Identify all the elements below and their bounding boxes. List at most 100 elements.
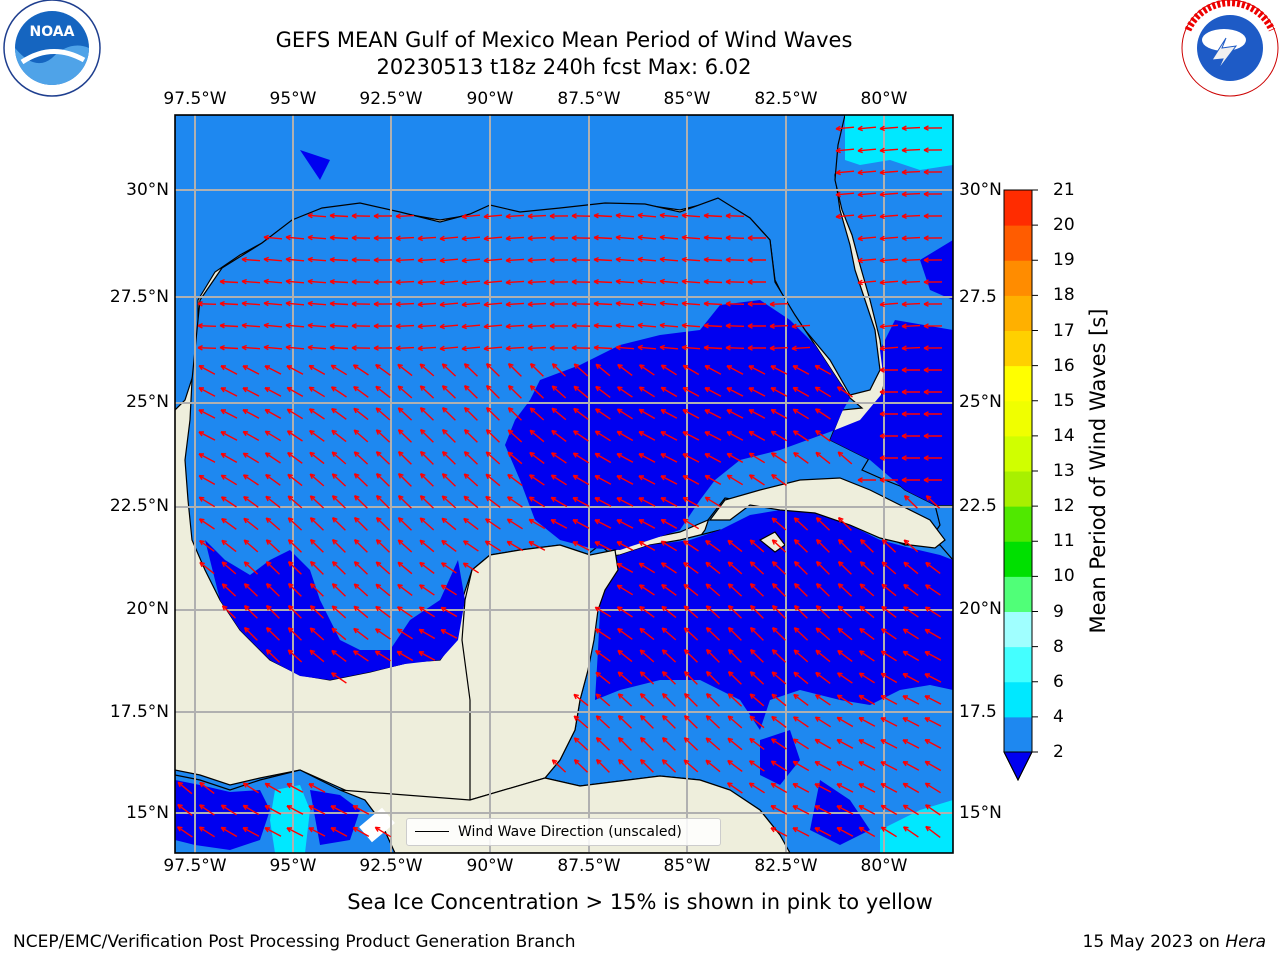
wave-direction-arrowhead	[286, 783, 293, 789]
wave-direction-arrow	[439, 302, 459, 306]
wave-direction-arrowhead	[879, 169, 885, 176]
wave-direction-arrow	[241, 324, 261, 328]
wave-direction-arrowhead	[484, 518, 491, 524]
wave-direction-arrow	[286, 408, 304, 420]
colorbar-tick-label: 21	[1053, 180, 1075, 200]
wave-direction-arrow	[659, 258, 679, 262]
wave-direction-arrow	[485, 451, 501, 465]
wave-direction-arrow	[901, 126, 921, 130]
wave-direction-arrow	[616, 562, 634, 574]
colorbar-segment	[1004, 295, 1032, 331]
wave-direction-arrow	[705, 583, 721, 597]
wave-direction-arrowhead	[397, 407, 404, 413]
wave-direction-arrowhead	[748, 409, 755, 415]
wave-direction-arrow	[925, 606, 941, 618]
wave-direction-arrow	[814, 386, 832, 398]
sea-ice-note: Sea Ice Concentration > 15% is shown in …	[347, 890, 933, 914]
wave-direction-arrowhead	[573, 737, 580, 743]
wave-direction-arrow	[748, 430, 766, 442]
wave-direction-arrowhead	[440, 584, 447, 590]
wave-direction-arrow	[573, 715, 589, 729]
wave-direction-arrow	[660, 497, 678, 507]
wave-direction-arrow	[638, 453, 656, 463]
wave-direction-arrowhead	[815, 517, 822, 523]
wave-direction-arrowhead	[241, 322, 247, 329]
wave-direction-arrow	[441, 495, 457, 509]
wave-direction-arrowhead	[463, 473, 470, 479]
wave-direction-arrowhead	[505, 279, 511, 286]
wave-direction-arrowhead	[505, 345, 511, 352]
wave-direction-arrowhead	[483, 345, 489, 352]
wave-direction-arrowhead	[749, 561, 756, 567]
wave-direction-arrowhead	[901, 323, 907, 330]
wave-direction-arrowhead	[659, 344, 665, 351]
wave-direction-arrowhead	[595, 737, 602, 743]
wave-direction-arrow	[197, 303, 217, 305]
wave-direction-arrowhead	[395, 235, 401, 242]
mid-period-region-pacific	[270, 785, 310, 853]
legend-label: Wind Wave Direction (unscaled)	[458, 824, 682, 840]
wave-direction-arrowhead	[682, 496, 689, 503]
wave-direction-arrowhead	[901, 257, 907, 264]
wave-direction-arrow	[263, 236, 283, 240]
lon-tick-bottom: 82.5°W	[754, 856, 818, 876]
wave-direction-arrowhead	[397, 385, 404, 391]
wave-direction-arrow	[704, 474, 722, 486]
wave-direction-arrowhead	[417, 257, 423, 264]
colorbar-extend-arrow	[1003, 751, 1033, 782]
wave-direction-arrowhead	[242, 804, 249, 810]
wave-direction-arrowhead	[749, 715, 756, 722]
wave-direction-arrowhead	[902, 717, 909, 723]
wave-direction-arrowhead	[573, 759, 580, 765]
wave-direction-arrow	[815, 649, 831, 663]
wave-direction-arrow	[330, 805, 348, 815]
wave-direction-arrowhead	[771, 604, 778, 611]
wave-direction-arrow	[551, 385, 567, 399]
wave-direction-arrowhead	[815, 451, 821, 458]
wave-direction-arrow	[681, 258, 701, 262]
wave-direction-arrowhead	[572, 497, 579, 503]
wave-direction-arrowhead	[924, 606, 931, 612]
masked-area	[359, 807, 395, 843]
wave-direction-arrow	[198, 431, 216, 441]
wave-direction-arrowhead	[485, 407, 492, 413]
wave-direction-arrowhead	[308, 408, 315, 414]
wave-direction-arrow	[857, 126, 877, 130]
wave-direction-arrow	[925, 584, 941, 596]
wave-direction-arrow	[463, 562, 479, 574]
wave-direction-arrowhead	[749, 671, 756, 677]
wave-direction-arrowhead	[835, 213, 841, 220]
wave-direction-arrowhead	[793, 627, 800, 633]
wave-direction-arrowhead	[725, 235, 731, 241]
wave-direction-arrowhead	[375, 605, 381, 612]
colorbar-segment	[1004, 225, 1032, 261]
wave-direction-arrow	[354, 561, 368, 575]
wave-direction-arrow	[835, 148, 855, 152]
wave-direction-arrowhead	[924, 782, 931, 788]
wave-direction-arrow	[616, 541, 634, 551]
wave-direction-arrowhead	[792, 738, 799, 744]
wave-direction-arrowhead	[638, 453, 645, 459]
wave-direction-arrowhead	[703, 278, 709, 285]
wave-direction-arrowhead	[461, 257, 467, 264]
wave-direction-arrow	[660, 518, 678, 530]
wave-direction-arrow	[594, 606, 612, 618]
wave-direction-arrow	[750, 649, 764, 663]
wave-direction-arrow	[639, 627, 655, 641]
wave-direction-arrowhead	[573, 715, 580, 721]
wave-direction-arrowhead	[793, 452, 799, 458]
wave-direction-arrowhead	[397, 363, 403, 370]
wave-direction-arrow	[770, 408, 788, 420]
wave-direction-arrowhead	[264, 408, 271, 415]
wave-direction-arrowhead	[879, 279, 885, 286]
wave-direction-arrowhead	[749, 583, 756, 589]
wave-direction-arrowhead	[725, 279, 731, 285]
wave-direction-arrowhead	[286, 386, 293, 393]
wave-direction-arrowhead	[265, 539, 272, 545]
wave-direction-arrowhead	[901, 213, 907, 220]
wave-direction-arrowhead	[705, 561, 711, 568]
wave-direction-arrowhead	[528, 518, 535, 524]
wave-direction-arrowhead	[375, 429, 382, 435]
wave-direction-arrowhead	[527, 323, 533, 330]
lat-tick-right: 20°N	[959, 599, 1002, 619]
